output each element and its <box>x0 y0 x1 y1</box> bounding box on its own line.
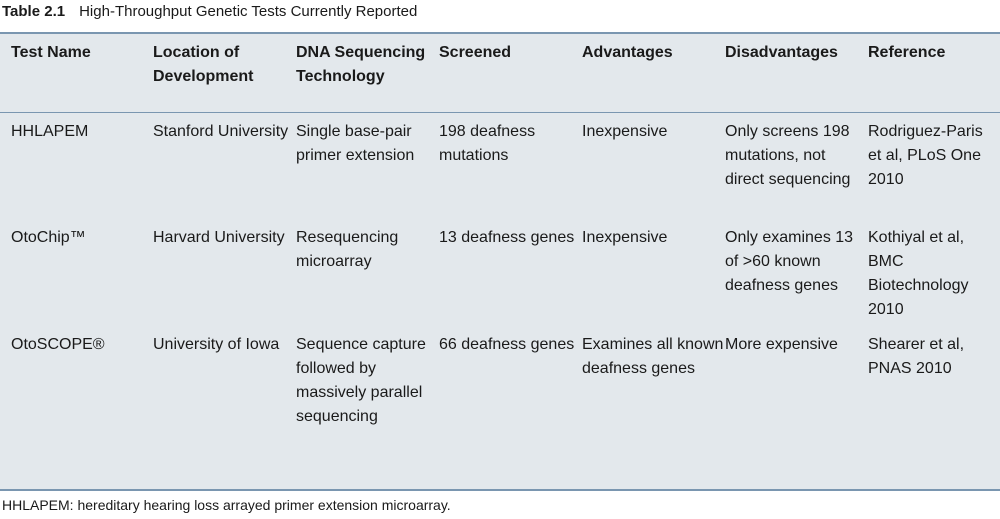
cell-location: University of Iowa <box>153 336 280 353</box>
table-row: HHLAPEM Stanford University Single base-… <box>0 112 1000 219</box>
table-row: OtoChip™ Harvard University Resequencing… <box>0 219 1000 326</box>
cell-reference: Kothiyal et al, BMC Biotechnology 2010 <box>868 229 969 318</box>
cell-disadvantages: More expensive <box>725 336 838 353</box>
table-footnote: HHLAPEM: hereditary hearing loss arrayed… <box>2 497 451 513</box>
cell-disadvantages: Only screens 198 mutations, not direct s… <box>725 122 851 188</box>
header-technology: DNA Sequencing Technology <box>296 34 439 113</box>
cell-reference: Shearer et al, PNAS 2010 <box>868 336 965 377</box>
cell-advantages: Inexpensive <box>582 229 668 246</box>
cell-disadvantages: Only examines 13 of >60 known deafness g… <box>725 229 854 294</box>
header-test-name: Test Name <box>0 34 153 113</box>
cell-location: Harvard University <box>153 229 285 246</box>
header-row: Test Name Location of Development DNA Se… <box>0 34 1000 113</box>
header-reference: Reference <box>868 34 1000 113</box>
cell-screened: 66 deafness genes <box>439 336 575 353</box>
header-advantages: Advantages <box>582 34 725 113</box>
cell-test-name: OtoSCOPE® <box>11 336 105 353</box>
header-location: Location of Development <box>153 34 296 113</box>
cell-technology: Single base-pair primer extension <box>296 122 415 164</box>
cell-technology: Sequence capture followed by massively p… <box>296 336 426 425</box>
header-screened: Screened <box>439 34 582 113</box>
cell-advantages: Inexpensive <box>582 122 668 140</box>
cell-reference: Rodriguez-Paris et al, PLoS One 2010 <box>868 122 983 188</box>
table-number: Table 2.1 <box>2 3 66 20</box>
table-row: OtoSCOPE® University of Iowa Sequence ca… <box>0 326 1000 466</box>
cell-location: Stanford University <box>153 122 289 140</box>
cell-screened: 198 deafness mutations <box>439 122 536 164</box>
cell-screened: 13 deafness genes <box>439 229 575 246</box>
cell-technology: Resequencing microarray <box>296 229 399 270</box>
genetic-tests-table: Test Name Location of Development DNA Se… <box>0 34 1000 466</box>
table-container: Test Name Location of Development DNA Se… <box>0 32 1000 491</box>
cell-test-name: HHLAPEM <box>11 122 89 140</box>
cell-test-name: OtoChip™ <box>11 229 86 246</box>
table-caption: Table 2.1 High-Throughput Genetic Tests C… <box>2 2 417 22</box>
table-title: High-Throughput Genetic Tests Currently … <box>79 3 418 20</box>
header-disadvantages: Disadvantages <box>725 34 868 113</box>
cell-advantages: Examines all known deafness genes <box>582 336 724 377</box>
